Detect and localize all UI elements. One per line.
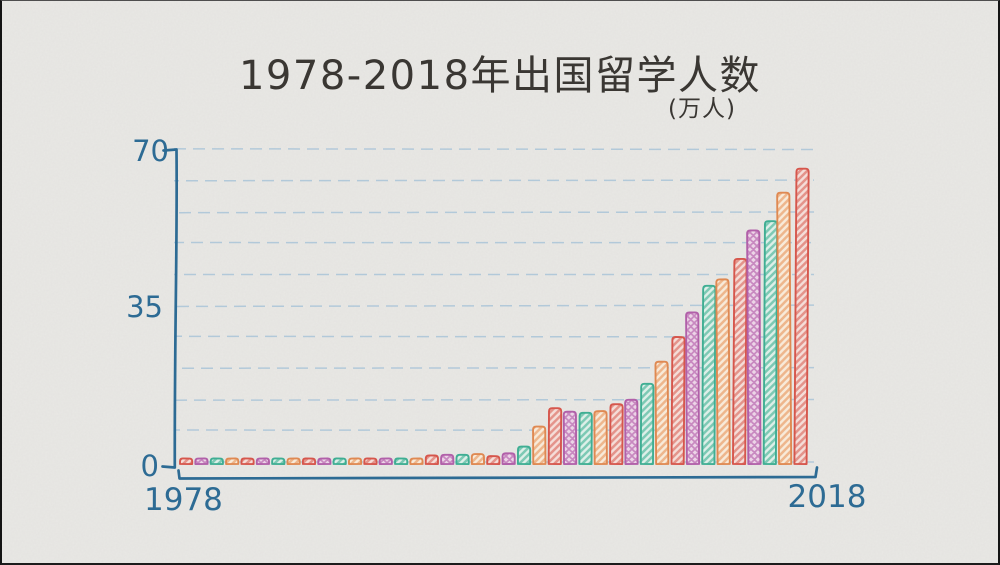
- bar-2006: [609, 403, 624, 465]
- bar-2009: [654, 360, 670, 465]
- bar-2002: [547, 407, 563, 465]
- bar-1985: [286, 457, 301, 465]
- bar-2001: [532, 425, 547, 465]
- bar-1992: [394, 457, 409, 465]
- bar-1987: [317, 457, 332, 465]
- y-axis-line: [161, 148, 179, 469]
- y-tick-70: 70: [132, 134, 169, 168]
- bar-1989: [347, 457, 363, 465]
- gridline: [173, 304, 815, 308]
- chart-unit-label: (万人): [668, 96, 736, 122]
- bar-2017: [776, 191, 793, 465]
- x-tick-2018: 2018: [788, 479, 867, 515]
- bar-2013: [715, 278, 731, 465]
- bar-1990: [363, 457, 378, 465]
- bar-2010: [670, 336, 686, 465]
- bar-2012: [701, 284, 717, 465]
- bar-1979: [194, 457, 209, 465]
- bar-1983: [255, 457, 270, 465]
- bar-2000: [516, 445, 532, 465]
- bar-2016: [762, 220, 779, 465]
- y-tick-0: 0: [141, 449, 159, 483]
- bar-1993: [409, 457, 424, 465]
- bar-2003: [562, 410, 578, 465]
- bar-2004: [578, 411, 593, 465]
- bar-1996: [455, 453, 470, 465]
- chart-title: 1978-2018年出国留学人数: [238, 53, 762, 99]
- gridline: [173, 366, 815, 369]
- bar-1981: [225, 457, 240, 465]
- bar-1991: [378, 457, 393, 465]
- bar-1982: [240, 457, 255, 465]
- bar-1980: [209, 457, 224, 465]
- bar-1986: [301, 457, 317, 465]
- gridline: [173, 148, 815, 151]
- y-tick-35: 35: [126, 290, 163, 324]
- bar-1995: [440, 453, 455, 465]
- bar-1994: [424, 454, 439, 465]
- bar-2008: [639, 382, 655, 465]
- bar-2005: [593, 410, 608, 465]
- x-tick-1978: 1978: [144, 482, 223, 518]
- bar-2011: [685, 311, 701, 465]
- x-axis-line: [177, 466, 819, 480]
- bar-1998: [486, 455, 501, 465]
- bar-1984: [271, 457, 286, 465]
- bar-2015: [746, 229, 762, 465]
- bar-2007: [624, 398, 639, 465]
- gridline: [173, 179, 815, 182]
- bar-1988: [332, 457, 347, 465]
- bar-1978: [179, 457, 194, 465]
- gridline: [173, 211, 815, 214]
- bar-2014: [732, 257, 748, 465]
- bar-2018: [793, 167, 810, 465]
- bars: [179, 167, 810, 465]
- bar-1999: [501, 452, 516, 465]
- bar-1997: [470, 453, 485, 465]
